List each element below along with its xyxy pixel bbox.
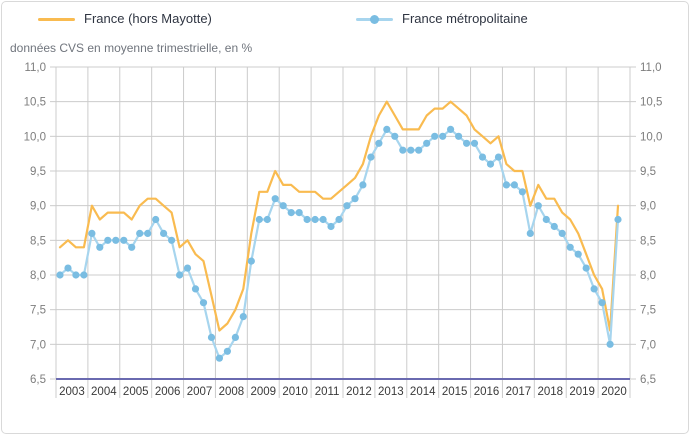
svg-text:9,5: 9,5 <box>30 166 46 178</box>
series-france-hors-mayotte <box>58 100 620 332</box>
svg-text:10,5: 10,5 <box>640 97 662 109</box>
svg-text:11,0: 11,0 <box>640 62 662 74</box>
svg-text:8,0: 8,0 <box>640 270 656 282</box>
svg-text:11,0: 11,0 <box>24 62 46 74</box>
svg-text:2017: 2017 <box>506 386 532 398</box>
x-gridlines <box>55 67 631 398</box>
svg-text:2015: 2015 <box>442 386 468 398</box>
series-france-metropolitaine <box>56 125 622 362</box>
orange-line-swatch-icon <box>38 17 75 21</box>
svg-text:9,0: 9,0 <box>30 201 46 213</box>
blue-marker-dot-icon <box>370 14 379 24</box>
y-axis-labels-right: 6,5 7,0 7,5 8,0 8,5 9,0 9,5 10,0 10,5 11,0 <box>640 62 662 386</box>
svg-text:10,5: 10,5 <box>24 97 46 109</box>
svg-text:2016: 2016 <box>474 386 500 398</box>
svg-text:7,5: 7,5 <box>640 305 656 317</box>
svg-text:9,5: 9,5 <box>640 166 656 178</box>
svg-text:2008: 2008 <box>219 386 245 398</box>
svg-text:6,5: 6,5 <box>30 374 46 386</box>
legend-label: France (hors Mayotte) <box>84 11 212 26</box>
svg-text:2009: 2009 <box>250 386 276 398</box>
legend-item-france-hors-mayotte[interactable]: France (hors Mayotte) <box>38 11 212 27</box>
svg-text:2004: 2004 <box>91 386 117 398</box>
svg-text:8,0: 8,0 <box>30 270 46 282</box>
svg-text:2006: 2006 <box>155 386 181 398</box>
x-axis-labels: 2003 2004 2005 2006 2007 2008 2009 2010 2011 2012… <box>59 386 627 398</box>
svg-text:2012: 2012 <box>346 386 372 398</box>
svg-text:10,0: 10,0 <box>640 131 662 143</box>
svg-text:7,5: 7,5 <box>30 305 46 317</box>
svg-text:6,5: 6,5 <box>640 374 656 386</box>
chart-legend: France (hors Mayotte) France métropolita… <box>2 11 688 31</box>
chart-subtitle: données CVS en moyenne trimestrielle, en… <box>10 41 253 55</box>
svg-text:2005: 2005 <box>123 386 149 398</box>
svg-text:2018: 2018 <box>537 386 563 398</box>
svg-text:2013: 2013 <box>378 386 404 398</box>
svg-text:8,5: 8,5 <box>30 235 46 247</box>
svg-text:9,0: 9,0 <box>640 201 656 213</box>
svg-text:8,5: 8,5 <box>640 235 656 247</box>
blue-line-marker-swatch-icon <box>356 14 393 24</box>
legend-item-france-metropolitaine[interactable]: France métropolitaine <box>356 11 528 27</box>
svg-text:2007: 2007 <box>187 386 213 398</box>
svg-text:2011: 2011 <box>315 386 340 398</box>
svg-text:2020: 2020 <box>601 386 627 398</box>
svg-text:2003: 2003 <box>59 386 85 398</box>
legend-label: France métropolitaine <box>402 11 528 26</box>
svg-text:2019: 2019 <box>569 386 595 398</box>
svg-text:2010: 2010 <box>282 386 308 398</box>
y-axis-labels-left: 6,5 7,0 7,5 8,0 8,5 9,0 9,5 10,0 10,5 11,0 <box>24 62 46 386</box>
svg-text:7,0: 7,0 <box>30 339 46 351</box>
svg-text:7,0: 7,0 <box>640 339 656 351</box>
svg-text:2014: 2014 <box>410 386 436 398</box>
svg-text:10,0: 10,0 <box>24 131 46 143</box>
